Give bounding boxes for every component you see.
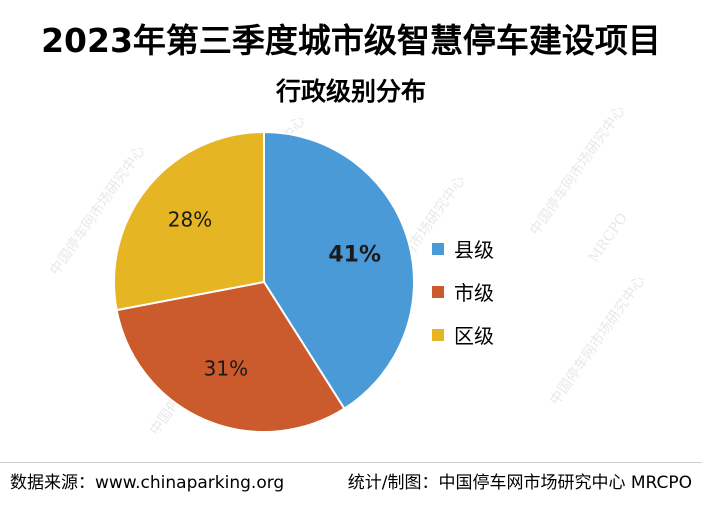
- chart-title: 2023年第三季度城市级智慧停车建设项目: [41, 21, 661, 60]
- pie-slice-label: 28%: [168, 207, 212, 231]
- legend: 县级 市级 区级: [432, 227, 494, 356]
- pie-slice: [113, 130, 265, 312]
- legend-swatch: [432, 285, 444, 298]
- legend-label: 区级: [454, 324, 494, 348]
- legend-label: 市级: [454, 281, 494, 305]
- legend-swatch: [432, 328, 444, 341]
- pie-slice-label: 31%: [204, 357, 248, 381]
- chart-credit: 统计/制图：中国停车网市场研究中心 MRCPO: [347, 473, 692, 493]
- legend-item: 市级: [432, 270, 494, 313]
- legend-swatch: [432, 242, 444, 255]
- pie-slice: [115, 280, 346, 433]
- legend-item: 县级: [432, 227, 494, 270]
- footer-divider: [0, 462, 702, 463]
- data-source: 数据来源：www.chinaparking.org: [10, 473, 285, 493]
- legend-item: 区级: [432, 313, 494, 356]
- legend-label: 县级: [454, 238, 494, 262]
- pie-slice-label: 41%: [328, 243, 381, 268]
- chart-subtitle: 行政级别分布: [275, 77, 426, 106]
